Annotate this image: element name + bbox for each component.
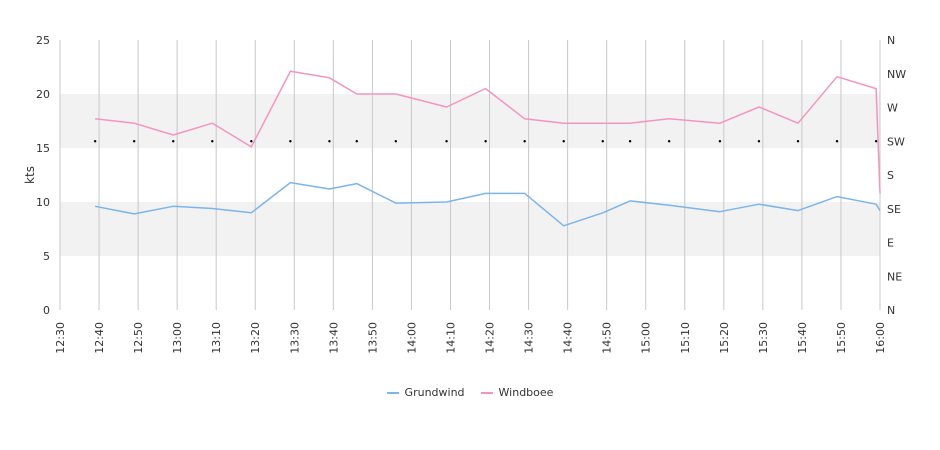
x-tick-label: 15:20	[718, 322, 731, 354]
direction-point	[796, 140, 800, 143]
y-axis-ticks: 0 5 10 15 20 25	[36, 34, 50, 317]
x-tick-label: 12:40	[93, 322, 106, 354]
x-tick-label: 14:10	[444, 322, 457, 354]
x-tick-label: 14:40	[562, 322, 575, 354]
series-line-1	[95, 70, 881, 194]
direction-point	[562, 140, 565, 143]
direction-tick-label: SE	[887, 203, 901, 216]
y-tick-label: 25	[36, 34, 50, 47]
x-tick-label: 13:20	[249, 322, 262, 354]
direction-point	[328, 140, 331, 143]
y-tick-label: 20	[36, 88, 50, 101]
vertical-gridlines	[59, 40, 881, 310]
direction-point	[628, 140, 632, 143]
legend: Grundwind Windboee	[0, 386, 940, 399]
direction-tick-label: S	[887, 169, 894, 182]
legend-label-grundwind: Grundwind	[404, 386, 465, 399]
direction-point	[484, 140, 487, 143]
direction-point	[667, 140, 671, 143]
y-tick-label: 10	[36, 196, 50, 209]
x-tick-label: 12:30	[54, 322, 67, 354]
x-tick-label: 12:50	[132, 322, 145, 354]
direction-tick-label: NW	[887, 68, 906, 81]
y-tick-label: 5	[43, 250, 50, 263]
direction-point	[93, 140, 97, 143]
series-lines	[94, 70, 881, 227]
x-tick-label: 15:10	[679, 322, 692, 354]
legend-label-windboee: Windboee	[498, 386, 554, 399]
legend-item-grundwind[interactable]: Grundwind	[386, 386, 465, 399]
x-tick-label: 13:30	[288, 322, 301, 354]
direction-point	[523, 140, 526, 143]
x-tick-label: 16:00	[874, 322, 887, 354]
x-tick-label: 14:30	[523, 322, 536, 354]
direction-point	[132, 140, 136, 143]
direction-point	[835, 140, 839, 143]
x-tick-label: 14:20	[484, 322, 497, 354]
direction-axis-ticks: N NW W SW S SE E NE N	[887, 34, 906, 317]
direction-tick-label: SW	[887, 135, 905, 148]
x-axis-ticks: 12:30 12:40 12:50 13:00 13:10 13:20 13:30 13:40…	[54, 322, 887, 354]
direction-point	[445, 140, 448, 143]
legend-swatch-grundwind	[386, 391, 399, 394]
x-tick-label: 15:50	[835, 322, 848, 354]
direction-point	[394, 140, 398, 143]
direction-point	[355, 140, 358, 143]
x-tick-label: 14:00	[405, 322, 418, 354]
direction-point	[172, 140, 175, 143]
direction-point	[250, 140, 253, 143]
x-tick-label: 13:00	[171, 322, 184, 354]
x-tick-label: 15:30	[757, 322, 770, 354]
legend-swatch-windboee	[480, 391, 493, 394]
plot-bands	[60, 94, 880, 256]
x-tick-label: 13:10	[210, 322, 223, 354]
direction-tick-label: N	[887, 34, 895, 47]
x-tick-label: 15:00	[640, 322, 653, 354]
plot-band	[60, 94, 880, 148]
direction-tick-label: E	[887, 237, 894, 250]
direction-point	[211, 140, 214, 143]
plot-band	[60, 202, 880, 256]
direction-point	[757, 140, 761, 143]
direction-tick-label: NE	[887, 270, 902, 283]
direction-point	[601, 140, 604, 143]
legend-item-windboee[interactable]: Windboee	[480, 386, 554, 399]
x-tick-label: 13:50	[366, 322, 379, 354]
direction-tick-label: N	[887, 304, 895, 317]
x-tick-label: 13:40	[327, 322, 340, 354]
y-tick-label: 0	[43, 304, 50, 317]
direction-tick-label: W	[887, 102, 898, 115]
direction-point	[289, 140, 292, 143]
x-tick-label: 14:50	[601, 322, 614, 354]
direction-points	[93, 140, 878, 143]
x-tick-label: 15:40	[796, 322, 809, 354]
series-line-0	[94, 181, 881, 227]
y-tick-label: 15	[36, 142, 50, 155]
direction-point	[874, 140, 878, 143]
y-axis-label: kts	[23, 166, 37, 184]
direction-point	[718, 140, 722, 143]
